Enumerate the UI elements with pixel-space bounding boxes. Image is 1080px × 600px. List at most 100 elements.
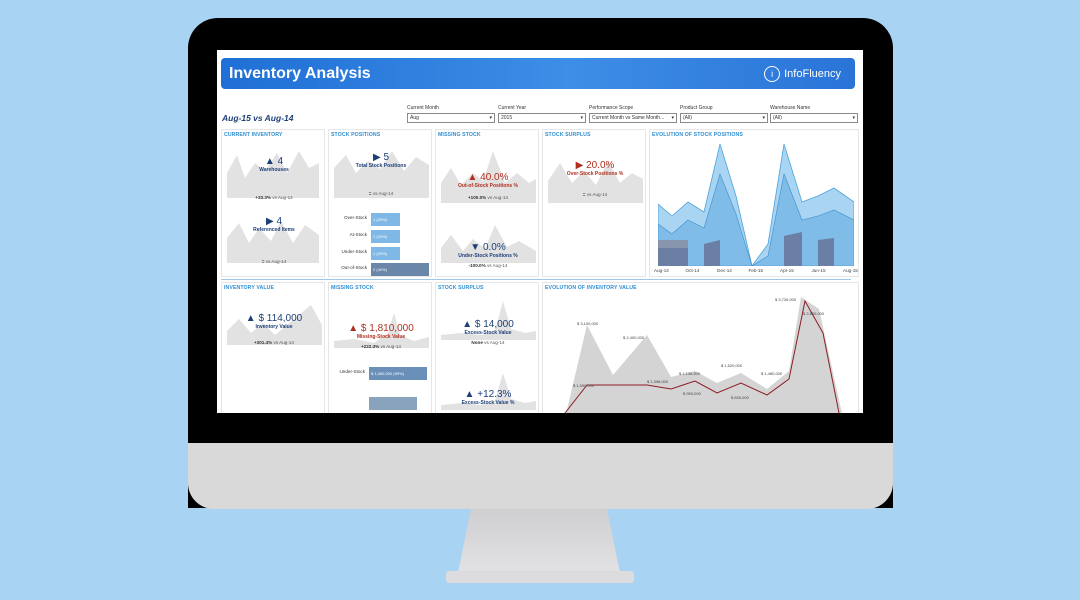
triangle-up-icon: ▲ <box>462 319 473 330</box>
triangle-right-icon: ▶ <box>575 160 584 171</box>
filter-label: Product Group <box>680 105 713 111</box>
out-of-stock-area <box>658 232 834 266</box>
excess-stock-pct-kpi: ▲ +12.3% Excess-Stock Value % <box>436 389 540 406</box>
value-data-label: $ 835,000 <box>731 395 750 400</box>
stock-position-bar[interactable]: At-Stock 1 (20%) <box>350 230 431 243</box>
kpi-label: Under-Stock Positions % <box>458 253 518 259</box>
product-group-select[interactable]: (All) ▾ <box>680 113 768 123</box>
kpi-value: ▲ 4 <box>264 156 284 167</box>
panel-title: EVOLUTION OF INVENTORY VALUE <box>545 285 637 291</box>
value-data-label: $ 2,400,000 <box>623 335 645 340</box>
second-value-bar[interactable] <box>369 397 429 410</box>
current-month-select[interactable]: Aug ▾ <box>407 113 495 123</box>
kpi-comparison: +33.3% vs Aug-14 <box>255 195 293 200</box>
missing-stock-value-kpi: ▲ $ 1,810,000 Missing-Stock Value +222.3… <box>329 323 433 349</box>
brand-logo[interactable]: i InfoFluency <box>764 66 841 82</box>
kpi-value: ▲ $ 114,000 <box>245 313 303 324</box>
kpi-label: Warehouses <box>259 167 289 173</box>
total-stock-positions-kpi: ▶ 5 Total Stock Positions = vs Aug-14 <box>329 152 433 196</box>
x-tick-label: Aug-14 <box>654 268 669 273</box>
x-tick-label: Feb-15 <box>748 268 764 273</box>
value-data-label: $ 1,520,000 <box>721 363 743 368</box>
missing-value-sparkline <box>334 313 429 348</box>
kpi-value: ▼ 0.0% <box>470 242 506 253</box>
dropdown-arrow-icon: ▾ <box>580 115 583 121</box>
bar-fill <box>369 397 417 410</box>
period-label: Aug-15 vs Aug-14 <box>222 113 294 123</box>
kpi-label: Total Stock Positions <box>355 163 407 169</box>
kpi-value: ▲ $ 14,000 <box>462 319 514 330</box>
warehouses-sparkline <box>227 151 319 198</box>
kpi-value: ▶ 4 <box>265 216 283 227</box>
kpi-value: ▶ 20.0% <box>575 160 615 171</box>
stock-position-bar[interactable]: Under-Stock 1 (20%) <box>341 247 431 260</box>
under-stock-value-bar[interactable]: Under-Stock $ 1,060,000 (59%) <box>339 367 429 380</box>
filter-performance-scope[interactable]: Performance Scope Current Month vs Same … <box>589 105 677 123</box>
excess-pct-sparkline <box>441 373 536 410</box>
performance-scope-select[interactable]: Current Month vs Same Month... ▾ <box>589 113 677 123</box>
bar-fill: $ 1,060,000 (59%) <box>369 367 427 380</box>
kpi-comparison: None vs Aug-14 <box>471 340 505 345</box>
inventory-value-kpi: ▲ $ 114,000 Inventory Value +301.4% vs A… <box>222 313 326 345</box>
filter-warehouse-name[interactable]: Warehouse Name (All) ▾ <box>770 105 858 123</box>
inventory-value-line-chart: $ 3,100,000 $ 1,590,000 $ 2,400,000 $ 1,398… <box>564 297 842 413</box>
inventory-value-area <box>566 297 842 413</box>
panel-title: STOCK SURPLUS <box>545 132 591 138</box>
current-year-select[interactable]: 2015 ▾ <box>498 113 586 123</box>
stock-positions-sparkline <box>334 151 429 198</box>
filter-label: Current Month <box>407 105 439 111</box>
value-data-label: $ 1,138,500 <box>679 371 701 376</box>
filter-current-month[interactable]: Current Month Aug ▾ <box>407 105 495 123</box>
kpi-label: Excess-Stock Value <box>464 330 512 336</box>
warehouse-name-select[interactable]: (All) ▾ <box>770 113 858 123</box>
evolution-inventory-value-panel: EVOLUTION OF INVENTORY VALUE $ 3,100,000… <box>542 282 859 413</box>
kpi-comparison: +301.4% vs Aug-14 <box>254 340 294 345</box>
missing-stock-value-panel: MISSING STOCK ▲ $ 1,810,000 Missing-Stoc… <box>328 282 432 413</box>
x-tick-label: Aug-15 <box>843 268 858 273</box>
panel-title: MISSING STOCK <box>331 285 374 291</box>
header-banner: Inventory Analysis i InfoFluency <box>221 58 855 89</box>
value-data-label: $ 3,100,000 <box>577 321 599 326</box>
kpi-label: Over-Stock Positions % <box>566 171 624 177</box>
filter-product-group[interactable]: Product Group (All) ▾ <box>680 105 768 123</box>
bar-fill: 1 (20%) <box>371 213 400 226</box>
stock-position-bar[interactable]: Out-of-Stock 2 (40%) <box>341 263 431 276</box>
select-value: Current Month vs Same Month... <box>592 115 665 121</box>
evolution-stock-positions-panel: EVOLUTION OF STOCK POSITIONS Aug-14 Oct-1… <box>649 129 859 277</box>
filter-label: Performance Scope <box>589 105 634 111</box>
triangle-right-icon: ▶ <box>265 216 274 227</box>
kpi-comparison: +222.3% vs Aug-14 <box>361 344 401 349</box>
value-data-label: $ 1,590,000 <box>573 383 595 388</box>
select-value: (All) <box>683 115 692 121</box>
panel-title: STOCK SURPLUS <box>438 285 484 291</box>
kpi-label: Inventory Value <box>255 324 293 330</box>
filter-current-year[interactable]: Current Year 2015 ▾ <box>498 105 586 123</box>
bar-fill: 1 (20%) <box>371 230 400 243</box>
page-title: Inventory Analysis <box>229 65 371 82</box>
dashboard-screen: Inventory Analysis i InfoFluency Aug-15 … <box>217 50 863 413</box>
kpi-value: ▲ 40.0% <box>467 172 509 183</box>
value-data-label: $ 1,480,000 <box>761 371 783 376</box>
triangle-up-icon: ▲ <box>464 389 475 400</box>
stock-positions-area-chart <box>658 144 854 266</box>
panel-title: EVOLUTION OF STOCK POSITIONS <box>652 132 743 138</box>
bar-label: Under-Stock <box>339 369 365 374</box>
triangle-up-icon: ▲ <box>245 313 256 324</box>
kpi-label: Excess-Stock Value % <box>461 400 515 406</box>
value-data-label: $ 3,726,000 <box>775 297 797 302</box>
over-stock-kpi: ▶ 20.0% Over-Stock Positions % = vs Aug-… <box>543 160 647 197</box>
bar-label: Out-of-Stock <box>341 265 367 270</box>
kpi-value: ▲ $ 1,810,000 <box>348 323 414 334</box>
warehouses-kpi: ▲ 4 Warehouses +33.3% vs Aug-14 <box>222 156 326 200</box>
x-tick-label: Dec-14 <box>717 268 732 273</box>
bar-label: Under-Stock <box>341 249 367 254</box>
out-of-stock-sparkline <box>441 151 536 203</box>
items-kpi: ▶ 4 Referenced Items = vs Aug-14 <box>222 216 326 264</box>
triangle-up-icon: ▲ <box>467 172 478 183</box>
bar-label: Over-Stock <box>344 215 367 220</box>
out-of-stock-kpi: ▲ 40.0% Out-of-Stock Positions % +100.0%… <box>436 172 540 200</box>
stock-position-bar[interactable]: Over-Stock 1 (20%) <box>344 213 431 226</box>
dropdown-arrow-icon: ▾ <box>762 115 765 121</box>
excess-value-sparkline <box>441 301 536 340</box>
over-stock-sparkline <box>548 161 643 203</box>
